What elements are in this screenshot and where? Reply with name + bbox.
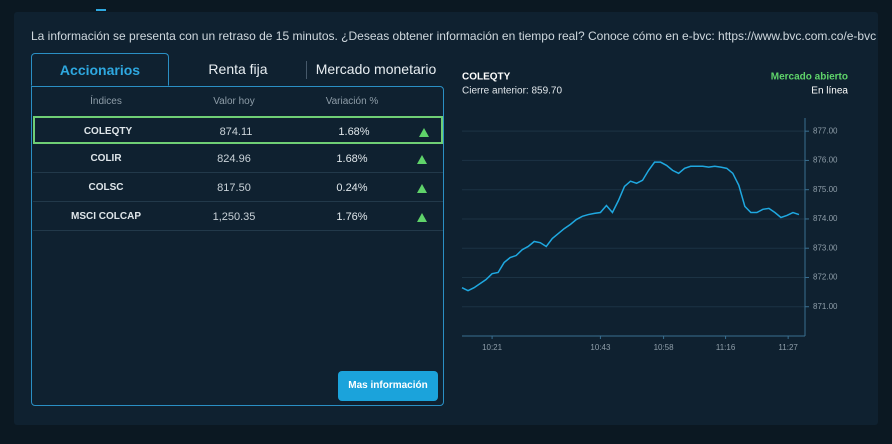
separator [306,61,307,79]
tab[interactable]: Renta fija [208,61,268,77]
indicator [96,9,106,11]
y-tick-label: 877.00 [813,126,838,135]
more-button[interactable]: Mas información [338,371,438,401]
tab[interactable]: Accionarios [31,53,169,86]
index-change: 0.24% [336,182,368,194]
y-tick-label: 875.00 [813,185,838,194]
index-value: 1,250.35 [212,211,256,223]
table-row[interactable]: MSCI COLCAP 1,250.35 1.76% [33,203,443,231]
y-tick-label: 876.00 [813,156,838,165]
chart: COLEQTY Cierre anterior: 859.70 Mercado … [461,72,848,352]
y-tick-label: 873.00 [813,243,838,252]
column-header: Variación % [325,96,379,107]
index-change: 1.68% [338,126,370,138]
y-tick-label: 874.00 [813,214,838,223]
table-row[interactable]: COLSC 817.50 0.24% [33,174,443,202]
notice: La información se presenta con un retras… [31,29,877,43]
x-tick-label: 11:16 [716,343,736,352]
x-tick-label: 10:58 [654,343,675,352]
index-value: 817.50 [217,182,251,194]
price-line [461,161,800,292]
index-value: 874.11 [219,126,253,138]
index-name: MSCI COLCAP [71,211,141,222]
table-row[interactable]: COLEQTY 874.11 1.68% [33,116,443,144]
table-row[interactable]: COLIR 824.96 1.68% [33,145,443,173]
up-arrow [417,155,427,164]
x-tick-label: 10:43 [590,343,611,352]
x-tick-label: 10:21 [482,343,503,352]
index-value: 824.96 [217,153,251,165]
up-arrow [417,213,427,222]
tab[interactable]: Mercado monetario [315,61,437,77]
x-tick-label: 11:27 [778,343,798,352]
up-arrow [419,128,429,137]
up-arrow [417,184,427,193]
index-name: COLIR [90,153,122,164]
column-header: Valor hoy [213,96,255,107]
index-change: 1.68% [336,153,368,165]
status-detail: En línea [811,86,848,97]
column-header: Índices [90,96,122,107]
index-change: 1.76% [336,211,368,223]
market-status: Mercado abierto [771,72,848,83]
chart-title: COLEQTY [462,72,511,83]
table-box [31,86,444,406]
chart-subtitle: Cierre anterior: 859.70 [462,86,562,97]
index-name: COLEQTY [83,126,133,137]
index-name: COLSC [88,182,124,193]
y-tick-label: 872.00 [813,273,838,282]
y-tick-label: 871.00 [813,302,838,311]
